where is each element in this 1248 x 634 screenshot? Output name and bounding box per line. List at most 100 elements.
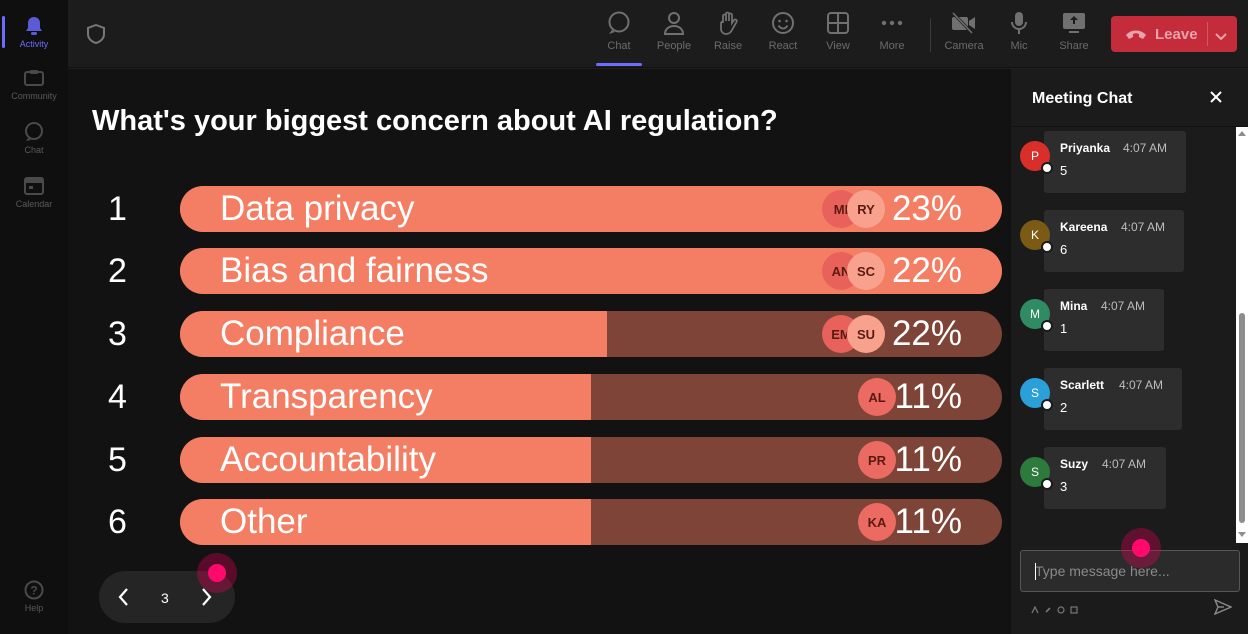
message-text: 1 [1060,321,1068,336]
avatar: RY [847,190,885,228]
meeting-toolbar: Chat People Raise React View [68,0,1248,68]
option-percentage: 11% [894,502,962,541]
rail-item-community[interactable]: Community [0,58,68,110]
raise-hand-label: Raise [713,40,743,52]
microphone-icon [1006,10,1032,36]
rail-item-chat[interactable]: Chat [0,112,68,164]
close-icon[interactable] [1209,90,1225,106]
chat-button[interactable]: Chat [594,10,644,66]
message-compose [1020,550,1240,592]
attach-icon[interactable] [1044,601,1052,613]
emoji-icon[interactable] [1057,601,1065,614]
poll-option-row: 4 Transparency AL 11% [68,374,1010,422]
avatar: P [1020,141,1053,174]
chevron-right-icon[interactable] [201,587,213,612]
message-author: Scarlett [1060,378,1105,392]
rail-item-activity[interactable]: Activity [0,6,68,58]
chat-icon [606,10,632,36]
option-bar[interactable]: Compliance EM SU 22% [180,311,1002,357]
message-time: 4:07 AM [1101,299,1146,313]
poll-question: What's your biggest concern about AI reg… [92,105,778,137]
send-icon[interactable] [1213,598,1233,617]
share-screen-icon [1061,10,1087,36]
option-bar[interactable]: Transparency AL 11% [180,374,1002,420]
grid-view-icon [825,10,851,36]
option-percentage: 22% [891,251,962,290]
more-button[interactable]: More [867,10,917,60]
camera-off-icon [951,10,977,36]
option-bar[interactable]: Other KA 11% [180,499,1002,545]
avatar: S [1020,378,1053,411]
help-icon: ? [23,580,45,600]
option-bar-fill [180,374,591,420]
scroll-down-arrow-icon[interactable] [1238,532,1246,537]
message-author: Suzy [1060,457,1089,471]
option-label: Compliance [220,314,405,353]
scrollbar-thumb[interactable] [1239,313,1245,523]
leave-button[interactable]: Leave [1111,16,1237,52]
option-label: Other [220,502,308,541]
leave-button-label: Leave [1155,25,1198,43]
mic-button[interactable]: Mic [994,10,1044,60]
shield-icon[interactable] [86,23,106,45]
message-text: 5 [1060,163,1068,178]
option-label: Accountability [220,440,436,479]
smiley-icon [770,10,796,36]
react-button[interactable]: React [758,10,808,60]
camera-button[interactable]: Camera [939,10,989,60]
avatar: S [1020,457,1053,490]
camera-button-label: Camera [944,40,984,52]
share-button-label: Share [1059,40,1089,52]
chat-button-label: Chat [607,40,631,52]
presence-status-icon [1041,320,1053,332]
format-icon[interactable] [1031,601,1039,614]
phone-hangup-icon [1125,27,1147,41]
avatar-initial: S [1030,465,1039,479]
option-percentage: 22% [891,314,962,353]
scroll-up-arrow-icon[interactable] [1238,131,1246,136]
option-bar[interactable]: Data privacy MI RY 23% [180,186,1002,232]
rail-item-label: Community [11,90,57,101]
avatar: K [1020,220,1053,253]
rail-item-calendar[interactable]: Calendar [0,166,68,218]
gif-icon[interactable] [1070,601,1078,614]
chat-header: Meeting Chat [1011,69,1248,127]
avatar-initial: K [1030,228,1039,242]
message-bubble: Scarlett 4:07 AM 2 [1044,368,1182,430]
rail-item-help[interactable]: ? Help [0,570,68,622]
share-button[interactable]: Share [1049,10,1099,60]
page-number: 3 [161,590,169,606]
avatar: SU [847,315,885,353]
message-input[interactable] [1021,551,1239,591]
message-time: 4:07 AM [1102,457,1147,471]
option-number: 2 [108,252,127,290]
people-icon [661,10,687,36]
option-percentage: 11% [894,440,962,479]
avatar: SC [847,252,885,290]
people-button[interactable]: People [649,10,699,60]
chat-message: Scarlett 4:07 AM 2 S [1011,364,1235,430]
avatar: AL [858,378,896,416]
message-bubble: Kareena 4:07 AM 6 [1044,210,1184,272]
meeting-chat-panel: Meeting Chat Priyanka 4:07 AM 5 P Kareen… [1010,69,1248,634]
message-time: 4:07 AM [1123,141,1168,155]
rail-item-label: Chat [24,144,44,155]
option-bar[interactable]: Bias and fairness AN SC 22% [180,248,1002,294]
chat-scrollbar[interactable] [1236,127,1248,543]
chevron-down-icon[interactable] [1215,28,1227,45]
option-bar[interactable]: Accountability PR 11% [180,437,1002,483]
react-button-label: React [768,40,798,52]
message-text: 6 [1060,242,1068,257]
community-icon [23,68,45,88]
chevron-left-icon[interactable] [117,587,129,612]
option-label: Transparency [220,377,433,416]
chat-title: Meeting Chat [1032,90,1133,107]
message-bubble: Mina 4:07 AM 1 [1044,289,1164,351]
presence-status-icon [1041,478,1053,490]
raise-hand-button[interactable]: Raise [703,10,753,60]
chat-message: Kareena 4:07 AM 6 K [1011,206,1235,272]
view-button[interactable]: View [813,10,863,60]
message-author: Priyanka [1060,141,1111,155]
poll-option-row: 1 Data privacy MI RY 23% [68,186,1010,234]
